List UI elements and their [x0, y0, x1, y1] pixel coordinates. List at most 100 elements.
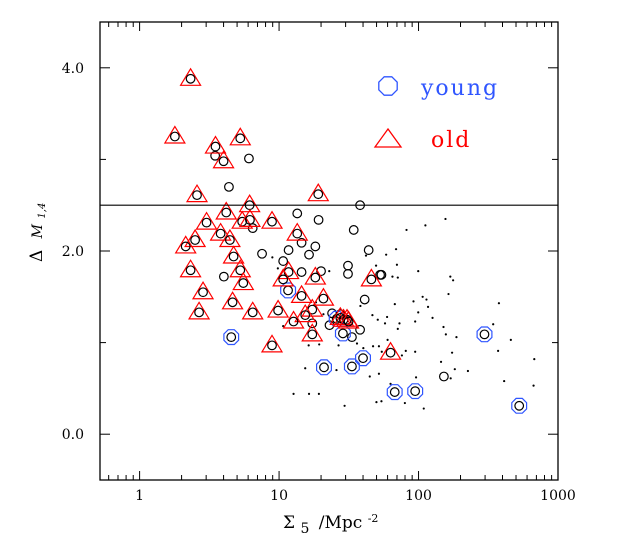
field-dot	[395, 263, 399, 266]
galaxy-circle	[257, 248, 267, 259]
old-triangle	[221, 291, 244, 310]
field-dot	[417, 270, 420, 273]
old-triangle	[360, 268, 383, 287]
old-inner-circle	[198, 287, 208, 298]
old-triangle	[379, 341, 402, 360]
old-triangle	[204, 135, 227, 154]
young-inner-circle	[283, 285, 293, 296]
field-dot	[374, 264, 378, 267]
young-inner-circle	[338, 328, 348, 339]
young-inner-circle	[347, 361, 357, 372]
young-octagon	[511, 397, 528, 414]
y-tick-label: 0.0	[62, 427, 84, 443]
galaxy-circle	[283, 245, 294, 255]
field-dot	[377, 372, 381, 375]
field-dot	[393, 303, 396, 306]
field-dot	[414, 350, 417, 353]
field-dot	[414, 320, 417, 323]
legend-octagon-icon	[378, 76, 398, 96]
old-triangle	[184, 228, 207, 248]
field-dot	[318, 343, 321, 346]
old-triangle	[337, 310, 360, 329]
field-dot	[391, 275, 394, 278]
galaxy-circle	[278, 256, 289, 266]
y-tick-label: 2.0	[62, 244, 84, 260]
field-dot	[424, 224, 427, 227]
young-inner-circle	[389, 387, 400, 397]
field-dot	[492, 323, 495, 326]
old-triangle	[231, 210, 254, 229]
x-tick-label: 1000	[540, 488, 576, 504]
field-dot	[359, 304, 362, 308]
young-inner-circle	[358, 353, 368, 364]
old-inner-circle	[215, 228, 226, 239]
field-dot	[466, 369, 470, 373]
field-dot	[396, 276, 399, 279]
field-dot	[304, 367, 307, 370]
young-octagon	[355, 350, 371, 367]
old-triangle	[229, 259, 252, 278]
young-octagon	[316, 359, 332, 376]
field-dot	[371, 345, 375, 348]
galaxy-circle	[296, 237, 307, 248]
y-axis-title: Δ M 1,4	[27, 203, 48, 262]
old-triangle	[195, 211, 218, 230]
galaxy-circle	[304, 249, 314, 260]
field-dot	[417, 311, 420, 314]
old-inner-circle	[318, 293, 329, 304]
young-inner-circle	[319, 362, 329, 373]
x-title-sigma: Σ	[283, 513, 295, 533]
field-dot	[533, 357, 536, 361]
field-dot	[452, 279, 455, 282]
galaxy-circle	[375, 269, 385, 280]
old-inner-circle	[221, 207, 232, 218]
old-triangle	[222, 245, 245, 264]
field-dot	[317, 392, 320, 395]
field-dot	[364, 254, 368, 257]
x-tick-label: 1	[135, 488, 144, 504]
legend: young old	[373, 76, 497, 153]
x-axis-title: Σ 5 /Mpc -2	[283, 512, 378, 538]
field-dot	[449, 275, 452, 278]
young-octagon	[476, 326, 493, 343]
young-octagon	[334, 325, 351, 342]
field-dot	[422, 407, 425, 410]
young-inner-circle	[479, 329, 490, 340]
x-tick-label: 10	[270, 488, 288, 504]
old-inner-circle	[343, 316, 354, 327]
galaxy-circle	[224, 181, 234, 192]
old-inner-circle	[218, 156, 229, 167]
old-triangle	[290, 284, 313, 303]
field-dot	[403, 401, 406, 405]
old-inner-circle	[169, 131, 180, 142]
old-triangle	[174, 235, 197, 254]
field-dot	[453, 368, 456, 371]
old-inner-circle	[385, 347, 396, 358]
field-dot	[328, 270, 331, 273]
y-title-delta: Δ	[27, 250, 47, 262]
old-inner-circle	[238, 278, 249, 288]
y-tick-labels: 0.0 2.0 4.0	[62, 61, 84, 443]
old-triangle	[294, 303, 317, 323]
field-dot	[389, 382, 392, 385]
field-dot	[497, 302, 501, 305]
galaxy-circle	[355, 324, 365, 335]
galaxy-circle	[316, 266, 326, 277]
field-dot	[412, 300, 415, 303]
old-inner-circle	[245, 214, 255, 225]
young-octagon	[407, 383, 424, 400]
old-inner-circle	[235, 265, 246, 276]
field-dot	[426, 305, 430, 308]
old-triangle	[238, 194, 261, 213]
old-triangle	[185, 183, 209, 203]
x-title-subscript: 5	[300, 521, 309, 537]
galaxy-circle	[343, 260, 353, 271]
axis-ticks	[100, 22, 559, 480]
old-triangle	[229, 127, 252, 146]
old-inner-circle	[192, 190, 202, 201]
old-triangle	[188, 301, 211, 320]
old-inner-circle	[292, 228, 303, 239]
field-dot	[337, 344, 340, 347]
young-octagon	[386, 384, 403, 401]
x-title-unit: /Mpc	[319, 513, 363, 533]
